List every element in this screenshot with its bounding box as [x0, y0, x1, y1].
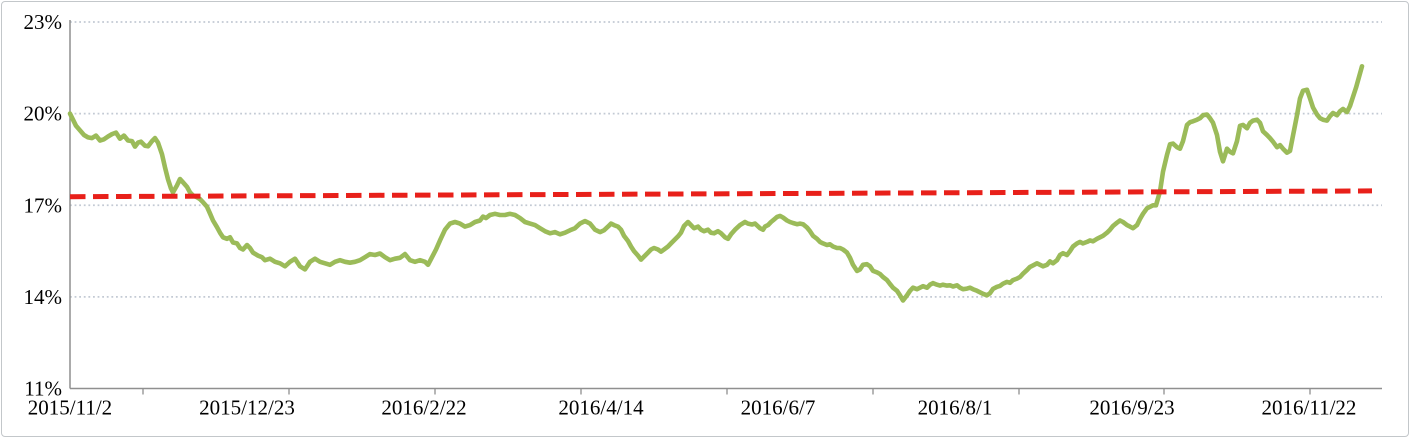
gridlines — [70, 21, 1382, 298]
x-tick-label: 2015/11/2 — [28, 396, 112, 420]
x-tick-label: 2016/6/7 — [741, 396, 816, 420]
axes — [69, 20, 1382, 395]
x-tick-label: 2016/4/14 — [558, 396, 644, 420]
x-tick-label: 2015/12/23 — [199, 396, 295, 420]
y-tick-label: 17% — [24, 193, 63, 217]
y-tick-label: 20% — [24, 102, 63, 126]
data-series — [67, 64, 1373, 303]
series-line — [67, 64, 1365, 303]
x-tick-label: 2016/11/22 — [1262, 396, 1357, 420]
x-axis-labels: 2015/11/2 2015/12/23 2016/2/22 2016/4/14 201… — [28, 396, 1357, 420]
y-tick-label: 11% — [24, 377, 62, 401]
x-tick-label: 2016/9/23 — [1089, 396, 1174, 420]
trend-line — [69, 188, 1373, 200]
x-tick-label: 2016/2/22 — [381, 396, 466, 420]
y-axis-labels: 23% 20% 17% 14% 11% — [24, 10, 63, 401]
y-tick-label: 14% — [24, 285, 63, 309]
y-tick-label: 23% — [24, 10, 63, 34]
x-tick-label: 2016/8/1 — [918, 396, 993, 420]
